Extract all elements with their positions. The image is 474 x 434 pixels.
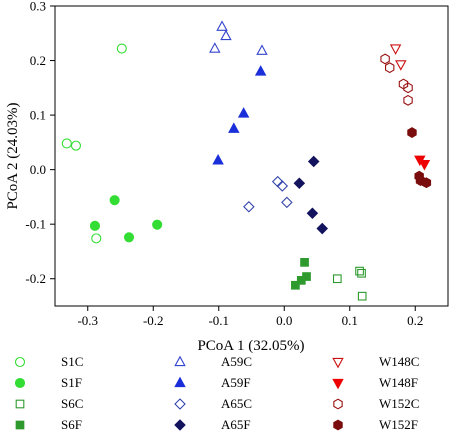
data-point-a59f	[228, 122, 240, 133]
legend-marker-w152c	[333, 398, 343, 410]
data-point-s6f	[302, 272, 311, 281]
legend: S1C S1F S6C S6F A59C A59F A65C A65F W148C W148F W1…	[14, 354, 419, 432]
data-point-a59c	[209, 42, 221, 53]
data-point-a65f	[307, 155, 320, 168]
legend-label-s6c: S6C	[61, 396, 83, 411]
data-point-s6f	[300, 258, 309, 267]
data-point-a59c	[216, 20, 228, 31]
data-point-s1f	[89, 220, 101, 231]
legend-marker-a65f	[174, 419, 186, 431]
legend-label-a59c: A59C	[221, 354, 252, 369]
data-point-a59c	[256, 44, 268, 55]
data-point-w148c	[389, 44, 402, 55]
data-point-a65f	[306, 207, 319, 220]
x-tick-label: 0.2	[407, 313, 423, 328]
data-point-s1c	[116, 43, 127, 54]
legend-marker-s6f	[15, 420, 25, 430]
legend-marker-w148f	[332, 378, 344, 390]
data-point-a65f	[316, 222, 329, 235]
data-point-s6c	[332, 274, 342, 284]
legend-label-a59f: A59F	[221, 375, 251, 390]
legend-marker-w152f	[333, 419, 343, 431]
y-tick-label: 0.2	[30, 53, 46, 68]
y-tick-label: -0.2	[25, 271, 46, 286]
y-tick-label: 0.3	[30, 0, 46, 14]
y-axis-title: PCoA 2 (24.03%)	[5, 102, 21, 209]
data-point-a65c	[281, 196, 293, 209]
data-point-s6c	[357, 268, 366, 278]
legend-label-s1f: S1F	[61, 375, 82, 390]
legend-marker-a59f	[174, 376, 186, 388]
x-tick-label: 0.1	[342, 313, 358, 328]
data-points	[61, 20, 432, 301]
data-point-w148c	[395, 60, 407, 71]
legend-label-w152c: W152C	[379, 396, 419, 411]
legend-label-w148f: W148F	[379, 375, 418, 390]
legend-label-s6f: S6F	[61, 417, 82, 432]
legend-label-w152f: W152F	[379, 417, 418, 432]
data-point-s6c	[357, 291, 367, 301]
data-point-a65c	[243, 200, 255, 213]
x-tick-label: -0.3	[77, 313, 98, 328]
legend-marker-w148c	[332, 357, 344, 369]
data-point-s1f	[109, 195, 120, 206]
legend-label-w148c: W148C	[379, 354, 419, 369]
legend-label-a65f: A65F	[221, 417, 251, 432]
legend-marker-s1f	[14, 377, 26, 389]
data-point-s1f	[123, 232, 135, 243]
y-tick-label: 0.0	[30, 162, 46, 177]
data-point-w152c	[380, 53, 390, 65]
data-point-w152c	[403, 82, 413, 94]
data-point-s1c	[91, 233, 102, 244]
data-point-s1f	[152, 219, 163, 230]
legend-marker-s1c	[14, 356, 26, 368]
data-point-a59c	[220, 29, 232, 41]
data-point-w152f	[407, 127, 417, 138]
data-point-s1c	[70, 140, 82, 151]
data-point-s6c	[355, 266, 364, 276]
data-point-w152f	[421, 177, 432, 189]
legend-label-s1c: S1C	[61, 354, 83, 369]
legend-marker-s6c	[15, 399, 25, 409]
y-tick-label: 0.1	[30, 108, 46, 123]
data-point-a59f	[212, 154, 224, 165]
x-tick-label: -0.2	[143, 313, 164, 328]
x-tick-label: 0.0	[276, 313, 292, 328]
data-point-w148f	[418, 160, 431, 171]
x-axis-title: PCoA 1 (32.05%)	[197, 338, 304, 354]
plot-area-frame	[54, 5, 449, 307]
data-point-a65f	[293, 177, 306, 190]
axis-ticks: -0.3 -0.2 -0.1 0.0 0.1 0.2 -0.2 -0.1 0.0 0.1 0.2 0.…	[25, 0, 423, 328]
data-point-a65c	[276, 180, 289, 192]
x-tick-label: -0.1	[208, 313, 229, 328]
legend-label-a65c: A65C	[221, 396, 252, 411]
legend-marker-a59c	[174, 355, 186, 367]
data-point-a59f	[237, 107, 250, 118]
data-point-w152c	[384, 62, 395, 74]
data-point-s1c	[61, 138, 72, 149]
data-point-w152c	[403, 94, 413, 106]
data-point-s6f	[291, 280, 300, 290]
y-tick-label: -0.1	[25, 217, 46, 232]
data-point-a59f	[254, 65, 267, 76]
legend-marker-a65c	[174, 398, 186, 410]
